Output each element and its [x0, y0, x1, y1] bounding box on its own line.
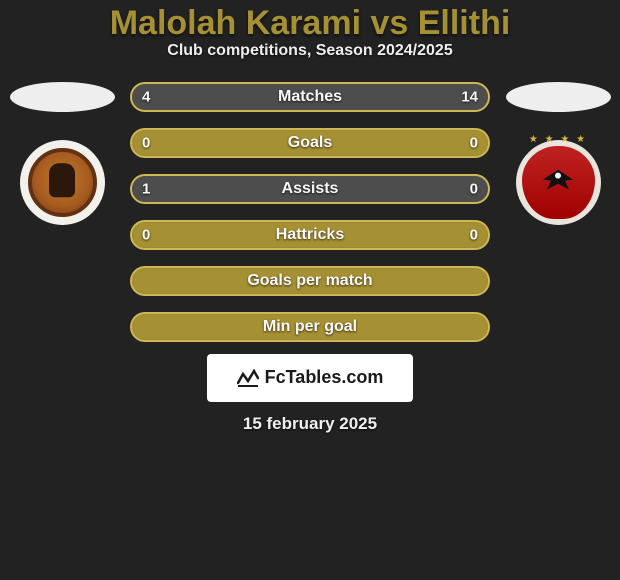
stat-label: Assists — [282, 180, 339, 198]
brand-chart-icon — [237, 369, 259, 387]
stat-label: Matches — [278, 88, 342, 106]
stat-bar-hattricks: 0 0 Hattricks — [130, 220, 490, 250]
stat-value-left: 0 — [142, 226, 150, 243]
date-label: 15 february 2025 — [0, 414, 620, 434]
brand-name: FcTables.com — [265, 367, 384, 388]
comparison-card: Malolah Karami vs Ellithi Club competiti… — [0, 0, 620, 580]
page-title: Malolah Karami vs Ellithi — [0, 6, 620, 42]
club-badge-left-icon — [28, 148, 97, 217]
stat-value-right: 0 — [470, 134, 478, 151]
player-left-column — [2, 82, 122, 225]
stat-bar-assists: 1 0 Assists — [130, 174, 490, 204]
club-badge-left — [20, 140, 105, 225]
ellipse-shadow-right — [506, 82, 611, 112]
ellipse-shadow-left — [10, 82, 115, 112]
stat-label: Goals per match — [247, 272, 372, 290]
stat-value-right: 14 — [461, 88, 478, 105]
stat-label: Hattricks — [276, 226, 344, 244]
stat-bar-goals: 0 0 Goals — [130, 128, 490, 158]
star-row-icon: ★ ★ ★ ★ — [516, 134, 601, 145]
stat-bar-mpg: Min per goal — [130, 312, 490, 342]
stat-bar-matches: 4 14 Matches — [130, 82, 490, 112]
eagle-icon — [537, 167, 579, 195]
stat-value-right: 0 — [470, 226, 478, 243]
shield-icon — [522, 146, 595, 219]
main-row: 4 14 Matches 0 0 Goals 1 0 Assists 0 0 Hattricks Goa… — [0, 82, 620, 342]
stat-value-right: 0 — [470, 180, 478, 197]
stat-value-left: 1 — [142, 180, 150, 197]
stat-value-left: 0 — [142, 134, 150, 151]
stat-bars: 4 14 Matches 0 0 Goals 1 0 Assists 0 0 Hattricks Goa… — [130, 82, 490, 342]
stat-label: Goals — [288, 134, 332, 152]
stat-value-left: 4 — [142, 88, 150, 105]
stat-segment-right — [211, 84, 488, 110]
player-right-column: ★ ★ ★ ★ — [498, 82, 618, 225]
header: Malolah Karami vs Ellithi Club competiti… — [0, 6, 620, 60]
stat-label: Min per goal — [263, 318, 357, 336]
stat-bar-gpm: Goals per match — [130, 266, 490, 296]
page-subtitle: Club competitions, Season 2024/2025 — [0, 42, 620, 60]
brand-badge: FcTables.com — [207, 354, 413, 402]
club-badge-right: ★ ★ ★ ★ — [516, 140, 601, 225]
